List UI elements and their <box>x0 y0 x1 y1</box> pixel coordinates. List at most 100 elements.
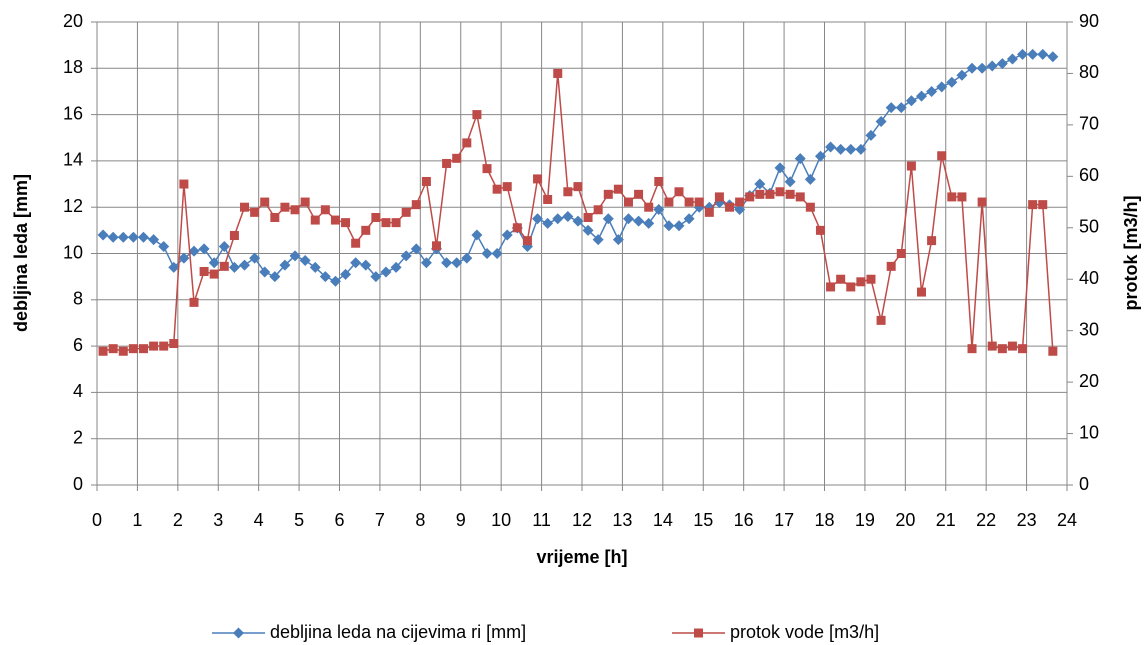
data-point <box>240 202 250 212</box>
data-point <box>602 213 614 225</box>
data-point <box>926 85 938 97</box>
data-point <box>421 176 431 186</box>
y-tick-label: 4 <box>73 381 83 401</box>
data-point <box>886 261 896 271</box>
y-tick-label: 14 <box>63 150 83 170</box>
legend-label: debljina leda na cijevima ri [mm] <box>270 622 526 642</box>
data-point <box>846 282 856 292</box>
data-point <box>158 241 170 253</box>
data-point <box>351 238 361 248</box>
data-point <box>673 220 685 232</box>
data-point <box>734 204 746 216</box>
data-point <box>320 205 330 215</box>
data-point <box>280 202 290 212</box>
data-point <box>461 252 473 264</box>
data-point <box>553 68 563 78</box>
data-point <box>917 287 926 297</box>
data-point <box>108 344 118 354</box>
data-point <box>653 204 665 216</box>
data-point <box>927 236 937 246</box>
y-tick-label: 10 <box>63 242 83 262</box>
x-tick-label: 18 <box>814 510 834 530</box>
data-point <box>219 261 229 271</box>
data-point <box>319 271 331 283</box>
data-point <box>694 197 704 207</box>
data-point <box>814 150 826 162</box>
data-point <box>956 69 968 81</box>
data-point <box>634 189 644 199</box>
data-point <box>148 234 160 246</box>
data-point <box>1006 53 1018 65</box>
data-point <box>501 229 513 241</box>
x-tick-label: 2 <box>173 510 183 530</box>
data-point <box>472 110 482 120</box>
plot-frame <box>96 21 1068 486</box>
data-point <box>623 197 633 207</box>
data-point <box>613 184 623 194</box>
x-tick-label: 12 <box>572 510 592 530</box>
x-tick-label: 13 <box>612 510 632 530</box>
data-point <box>442 158 452 168</box>
data-point <box>1027 48 1039 60</box>
data-point <box>825 141 837 153</box>
data-point <box>563 187 573 197</box>
x-tick-label: 3 <box>213 510 223 530</box>
data-point <box>420 257 432 269</box>
data-point <box>350 257 362 269</box>
data-point <box>996 58 1008 70</box>
data-point <box>794 153 806 165</box>
data-point <box>997 344 1007 354</box>
data-point <box>542 217 554 229</box>
data-point <box>310 215 320 225</box>
x-tick-label: 9 <box>456 510 466 530</box>
legend-marker <box>233 627 244 639</box>
data-point <box>815 225 825 235</box>
data-point <box>612 234 624 246</box>
x-tick-label: 23 <box>1017 510 1037 530</box>
data-point <box>826 282 836 292</box>
y-tick-label: 8 <box>73 289 83 309</box>
data-point <box>582 224 594 236</box>
data-point <box>896 249 906 258</box>
data-point <box>936 81 948 93</box>
data-point <box>290 205 300 215</box>
data-point <box>835 143 847 155</box>
x-tick-label: 4 <box>254 510 264 530</box>
data-point <box>451 257 463 269</box>
data-point <box>562 210 574 222</box>
data-point <box>168 261 180 273</box>
data-point <box>400 250 412 262</box>
x-tick-label: 15 <box>693 510 713 530</box>
data-point <box>937 151 947 161</box>
data-point <box>1017 48 1029 60</box>
data-point <box>208 257 220 269</box>
data-point <box>804 173 816 185</box>
data-point <box>452 153 462 163</box>
data-point <box>492 184 502 194</box>
y2-tick-label: 80 <box>1079 62 1099 82</box>
data-point <box>916 90 927 102</box>
data-point <box>755 189 765 199</box>
data-point <box>370 271 382 283</box>
data-point <box>411 200 421 210</box>
data-point <box>986 60 998 72</box>
data-point <box>198 243 210 255</box>
data-point <box>199 267 209 277</box>
data-point <box>603 189 613 199</box>
data-point <box>279 259 291 271</box>
data-point <box>664 197 674 207</box>
data-point <box>249 252 261 264</box>
data-point <box>543 194 553 204</box>
data-point <box>340 268 352 280</box>
data-point <box>491 248 503 259</box>
y2-axis-title: protok [m3/h] <box>1121 196 1141 311</box>
data-point <box>875 116 887 128</box>
x-tick-label: 21 <box>936 510 956 530</box>
data-point <box>149 341 159 351</box>
data-point <box>865 129 877 141</box>
data-point <box>482 164 492 174</box>
data-point <box>644 202 654 212</box>
data-point <box>855 143 867 155</box>
data-point <box>1007 341 1017 351</box>
